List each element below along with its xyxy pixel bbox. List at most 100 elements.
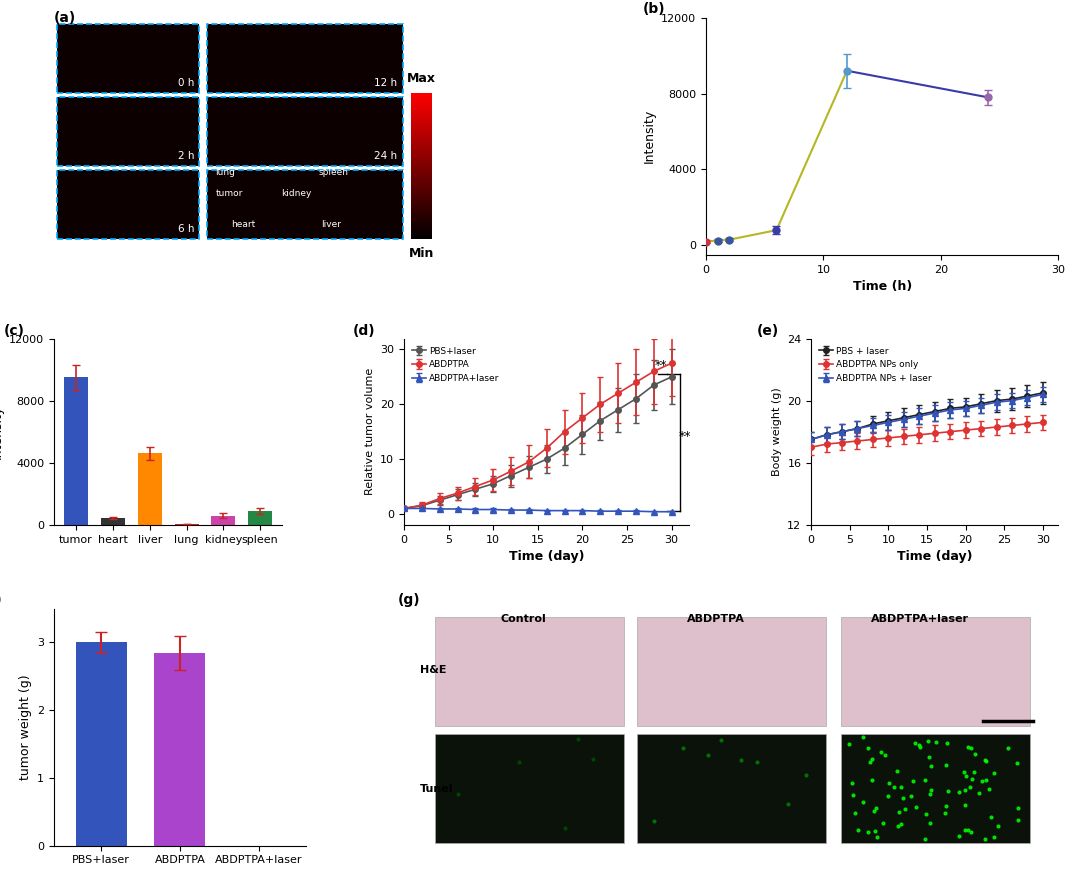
Point xyxy=(879,788,896,803)
Point xyxy=(921,787,939,801)
Point xyxy=(864,773,881,787)
FancyBboxPatch shape xyxy=(410,116,432,118)
FancyBboxPatch shape xyxy=(207,97,403,167)
Point xyxy=(937,799,955,813)
FancyBboxPatch shape xyxy=(410,187,432,189)
FancyBboxPatch shape xyxy=(410,194,432,196)
FancyBboxPatch shape xyxy=(410,93,432,94)
Text: Tunel: Tunel xyxy=(420,784,454,794)
FancyBboxPatch shape xyxy=(410,209,432,211)
FancyBboxPatch shape xyxy=(410,171,432,172)
FancyBboxPatch shape xyxy=(56,24,200,93)
FancyBboxPatch shape xyxy=(207,170,403,240)
Point xyxy=(920,734,937,748)
Point xyxy=(963,773,981,787)
Point xyxy=(957,783,974,797)
Point xyxy=(922,782,940,796)
Point xyxy=(847,805,864,819)
FancyBboxPatch shape xyxy=(410,94,432,96)
Point xyxy=(891,804,908,818)
Point xyxy=(922,759,940,773)
FancyBboxPatch shape xyxy=(410,197,432,198)
FancyBboxPatch shape xyxy=(410,189,432,191)
Text: liver: liver xyxy=(321,219,341,229)
Bar xyxy=(100,518,125,525)
Point xyxy=(962,741,980,755)
Point xyxy=(920,750,937,764)
Point xyxy=(896,802,914,816)
Point xyxy=(889,764,906,778)
FancyBboxPatch shape xyxy=(410,122,432,124)
Point xyxy=(916,832,933,846)
Point xyxy=(956,765,973,779)
FancyBboxPatch shape xyxy=(410,226,432,227)
Text: kidney: kidney xyxy=(281,189,312,198)
FancyBboxPatch shape xyxy=(410,131,432,133)
Text: (d): (d) xyxy=(353,324,375,337)
Point xyxy=(1010,801,1027,815)
FancyBboxPatch shape xyxy=(410,137,432,138)
Point xyxy=(646,814,663,828)
Point xyxy=(854,730,872,744)
Point xyxy=(962,825,980,840)
X-axis label: Time (h): Time (h) xyxy=(852,280,912,293)
Point xyxy=(977,754,995,768)
Text: 24 h: 24 h xyxy=(375,151,397,161)
FancyBboxPatch shape xyxy=(410,158,432,159)
Bar xyxy=(76,642,126,846)
FancyBboxPatch shape xyxy=(410,167,432,169)
FancyBboxPatch shape xyxy=(410,120,432,121)
FancyBboxPatch shape xyxy=(410,238,432,240)
Point xyxy=(845,788,862,803)
Point xyxy=(950,829,968,843)
Point xyxy=(894,790,912,804)
FancyBboxPatch shape xyxy=(410,191,432,193)
Point xyxy=(999,741,1016,755)
Point xyxy=(873,744,890,759)
Text: **: ** xyxy=(654,359,667,372)
FancyBboxPatch shape xyxy=(410,222,432,223)
FancyBboxPatch shape xyxy=(410,114,432,115)
Point xyxy=(918,807,935,821)
Point xyxy=(569,732,586,746)
FancyBboxPatch shape xyxy=(410,153,432,154)
FancyBboxPatch shape xyxy=(410,200,432,202)
FancyBboxPatch shape xyxy=(410,130,432,131)
Point xyxy=(866,803,883,818)
FancyBboxPatch shape xyxy=(410,175,432,176)
FancyBboxPatch shape xyxy=(410,102,432,103)
Point xyxy=(798,768,815,782)
Bar xyxy=(64,377,89,525)
Point xyxy=(916,773,933,787)
Point xyxy=(921,816,939,830)
Point xyxy=(937,758,955,772)
FancyBboxPatch shape xyxy=(410,174,432,175)
Point xyxy=(866,824,883,838)
FancyBboxPatch shape xyxy=(56,170,200,240)
Point xyxy=(939,737,956,751)
Point xyxy=(928,735,945,749)
Bar xyxy=(175,524,199,525)
Y-axis label: Intensity: Intensity xyxy=(0,404,3,459)
Y-axis label: Relative tumor volume: Relative tumor volume xyxy=(365,368,375,495)
Point xyxy=(910,738,928,752)
Point xyxy=(859,825,876,840)
FancyBboxPatch shape xyxy=(410,160,432,162)
Point xyxy=(886,780,903,794)
Text: (c): (c) xyxy=(4,324,25,337)
FancyBboxPatch shape xyxy=(410,185,432,187)
FancyBboxPatch shape xyxy=(410,216,432,218)
Text: lung: lung xyxy=(215,168,235,177)
Legend: PBS+laser, ABDPTPA, ABDPTPA+laser: PBS+laser, ABDPTPA, ABDPTPA+laser xyxy=(408,343,503,386)
Point xyxy=(880,776,897,790)
Point xyxy=(511,754,528,768)
Text: (f): (f) xyxy=(0,593,2,607)
Point xyxy=(961,781,978,795)
Point xyxy=(732,752,750,766)
Point xyxy=(700,748,717,762)
Point xyxy=(989,819,1007,833)
FancyBboxPatch shape xyxy=(410,176,432,178)
FancyBboxPatch shape xyxy=(410,218,432,220)
FancyBboxPatch shape xyxy=(410,233,432,235)
FancyBboxPatch shape xyxy=(410,207,432,209)
